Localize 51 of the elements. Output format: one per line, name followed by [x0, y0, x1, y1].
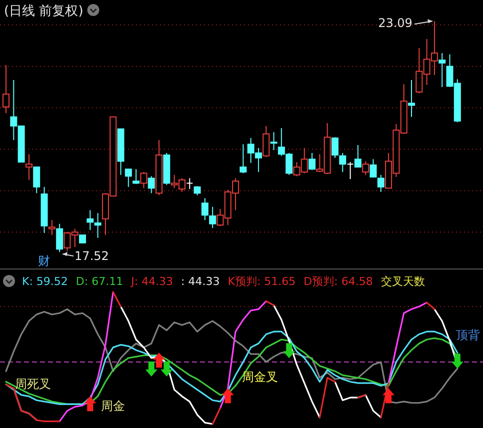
candlestick	[240, 144, 247, 174]
text: J: 44.33	[130, 275, 174, 288]
candlestick	[186, 178, 194, 190]
text: 交叉天数	[380, 275, 425, 288]
candlestick	[25, 154, 32, 180]
candlestick	[86, 210, 94, 231]
candlestick	[132, 168, 140, 185]
chart-title: (日线 前复权)	[4, 4, 84, 19]
point	[451, 354, 464, 369]
candlestick	[362, 160, 370, 176]
point	[222, 388, 234, 404]
text: D: 67.11	[76, 275, 124, 288]
point	[160, 362, 173, 377]
annotation: 顶背	[456, 328, 480, 342]
text: 财	[38, 254, 50, 268]
annotation: 周金叉	[242, 370, 278, 384]
candlestick	[308, 152, 316, 170]
annotation: 23.09	[378, 16, 412, 30]
candlestick	[270, 132, 278, 151]
candlestick	[346, 162, 354, 180]
candlestick	[94, 212, 102, 238]
text: K预判: 51.65	[228, 275, 296, 288]
candlestick	[124, 168, 132, 188]
candlestick	[339, 152, 346, 173]
candlestick	[201, 198, 208, 221]
candlestick	[48, 220, 56, 236]
candlestick	[2, 64, 10, 114]
candlestick	[140, 172, 148, 189]
point	[145, 362, 158, 377]
text: D预判: 64.58	[304, 275, 373, 288]
candlestick	[331, 136, 338, 158]
candlestick	[148, 176, 155, 194]
point	[382, 388, 395, 404]
candlestick	[262, 126, 270, 158]
candlestick	[377, 174, 384, 192]
candlestick	[56, 223, 64, 252]
text: K: 59.52	[22, 275, 68, 288]
candlestick	[209, 206, 216, 228]
annotation: 17.52	[74, 249, 109, 263]
point	[84, 396, 96, 412]
candlestick	[194, 186, 201, 196]
candlestick	[33, 166, 40, 194]
annotation: 周死叉	[15, 377, 51, 391]
text: : 44.33	[181, 275, 220, 288]
annotation: 周金	[101, 399, 125, 413]
candlestick	[408, 80, 415, 118]
candlestick	[354, 144, 362, 168]
point	[283, 343, 296, 358]
candlestick	[438, 52, 446, 88]
point	[153, 352, 166, 368]
candlestick	[370, 158, 377, 178]
